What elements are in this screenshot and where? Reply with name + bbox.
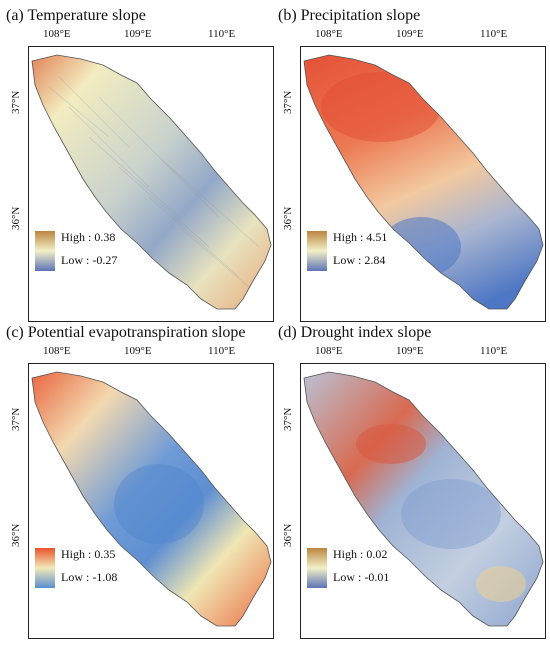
map-frame: High : 4.51 Low : 2.84 (300, 46, 546, 322)
lon-label-108: 108°E (43, 345, 71, 357)
panel-title: (a) Temperature slope (6, 7, 146, 24)
legend-color-ramp (307, 231, 327, 271)
legend-color-ramp (35, 231, 55, 271)
legend-high: High : 0.35 (61, 547, 116, 561)
lon-label-108: 108°E (43, 28, 71, 40)
legend-color-ramp (35, 548, 55, 588)
map-frame: High : 0.35 Low : -1.08 (28, 363, 274, 639)
legend-high: High : 4.51 (333, 230, 388, 244)
panel-pet: (c) Potential evapotranspiration slope 1… (6, 323, 276, 641)
legend: High : 0.35 Low : -1.08 (35, 547, 155, 592)
panel-title: (d) Drought index slope (278, 324, 432, 341)
legend-low: Low : -0.27 (61, 253, 118, 267)
legend: High : 0.38 Low : -0.27 (35, 230, 155, 275)
legend-high: High : 0.02 (333, 547, 388, 561)
lon-label-110: 110°E (208, 345, 236, 357)
lon-label-109: 109°E (396, 28, 424, 40)
legend-low: Low : -0.01 (333, 570, 390, 584)
lat-label-37: 37°N (282, 407, 294, 431)
panel-drought-index: (d) Drought index slope 108°E 109°E 110°… (278, 323, 548, 641)
panel-precipitation: (b) Precipitation slope 108°E 109°E 110°… (278, 6, 548, 324)
legend-low: Low : -1.08 (61, 570, 118, 584)
lon-label-108: 108°E (315, 28, 343, 40)
lat-label-37: 37°N (10, 407, 22, 431)
panel-title: (c) Potential evapotranspiration slope (6, 324, 246, 341)
panel-title: (b) Precipitation slope (278, 7, 421, 24)
map-frame: High : 0.38 Low : -0.27 (28, 46, 274, 322)
lat-label-36: 36°N (282, 523, 294, 547)
basin-map (31, 54, 272, 310)
lon-label-108: 108°E (315, 345, 343, 357)
legend: High : 0.02 Low : -0.01 (307, 547, 427, 592)
panel-temperature: (a) Temperature slope 108°E 109°E 110°E … (6, 6, 276, 324)
basin-map (303, 54, 544, 310)
basin-map (31, 371, 272, 627)
lat-label-36: 36°N (282, 206, 294, 230)
lon-label-110: 110°E (480, 28, 508, 40)
legend-high: High : 0.38 (61, 230, 116, 244)
lon-label-110: 110°E (480, 345, 508, 357)
lat-label-37: 37°N (10, 90, 22, 114)
lon-label-109: 109°E (396, 345, 424, 357)
lat-label-36: 36°N (10, 206, 22, 230)
map-frame: High : 0.02 Low : -0.01 (300, 363, 546, 639)
lon-label-109: 109°E (124, 28, 152, 40)
legend: High : 4.51 Low : 2.84 (307, 230, 427, 275)
lat-label-36: 36°N (10, 523, 22, 547)
lon-label-110: 110°E (208, 28, 236, 40)
legend-color-ramp (307, 548, 327, 588)
lon-label-109: 109°E (124, 345, 152, 357)
legend-low: Low : 2.84 (333, 253, 386, 267)
lat-label-37: 37°N (282, 90, 294, 114)
basin-map (303, 371, 544, 627)
